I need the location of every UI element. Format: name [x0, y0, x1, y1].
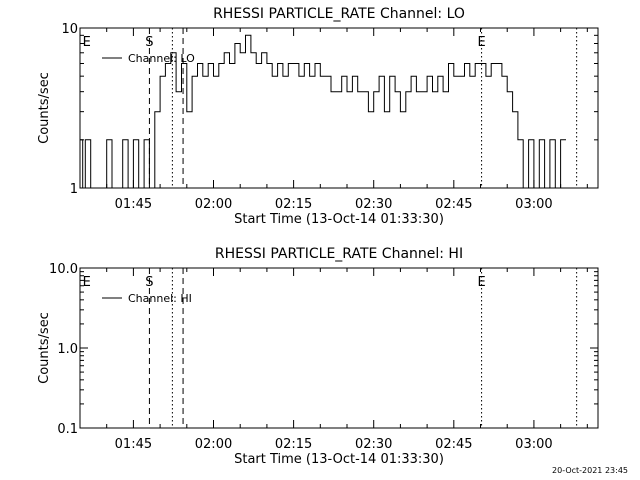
- x-tick-label-1: 02:00: [195, 437, 232, 452]
- y-tick-label-0: 10: [61, 22, 78, 37]
- x-axis-label-0: Start Time (13-Oct-14 01:33:30): [234, 212, 444, 227]
- marker-label-0-4: E: [477, 35, 485, 50]
- x-tick-label-1: 02:15: [275, 437, 312, 452]
- x-tick-label-0: 01:45: [115, 197, 152, 212]
- legend-label-0: Channel: LO: [128, 52, 195, 65]
- marker-label-1-0: E: [83, 275, 91, 290]
- marker-label-0-1: S: [145, 35, 153, 50]
- x-axis-label-1: Start Time (13-Oct-14 01:33:30): [234, 452, 444, 467]
- y-axis-label-0: Counts/sec: [37, 72, 52, 144]
- x-tick-label-1: 02:45: [435, 437, 472, 452]
- x-tick-label-1: 02:30: [355, 437, 392, 452]
- x-tick-label-0: 02:15: [275, 197, 312, 212]
- marker-label-0-0: E: [83, 35, 91, 50]
- y-tick-label-1: 0.1: [57, 422, 78, 437]
- x-tick-label-0: 02:45: [435, 197, 472, 212]
- plot-timestamp: 20-Oct-2021 23:45: [552, 466, 628, 475]
- chart-title-1: RHESSI PARTICLE_RATE Channel: HI: [215, 246, 463, 262]
- marker-label-1-1: S: [145, 275, 153, 290]
- y-axis-label-1: Counts/sec: [37, 312, 52, 384]
- marker-label-1-4: E: [477, 275, 485, 290]
- x-tick-label-1: 01:45: [115, 437, 152, 452]
- y-tick-label-0: 1: [70, 182, 78, 197]
- y-tick-label-1: 10.0: [49, 262, 78, 277]
- x-tick-label-0: 03:00: [515, 197, 552, 212]
- y-tick-label-1: 1.0: [57, 342, 78, 357]
- series-line-0-0: [80, 34, 566, 189]
- x-tick-label-1: 03:00: [515, 437, 552, 452]
- x-tick-label-0: 02:30: [355, 197, 392, 212]
- plot-frame-0: [79, 27, 599, 189]
- chart-title-0: RHESSI PARTICLE_RATE Channel: LO: [213, 6, 465, 22]
- legend-label-1: Channel: HI: [128, 292, 192, 305]
- x-tick-label-0: 02:00: [195, 197, 232, 212]
